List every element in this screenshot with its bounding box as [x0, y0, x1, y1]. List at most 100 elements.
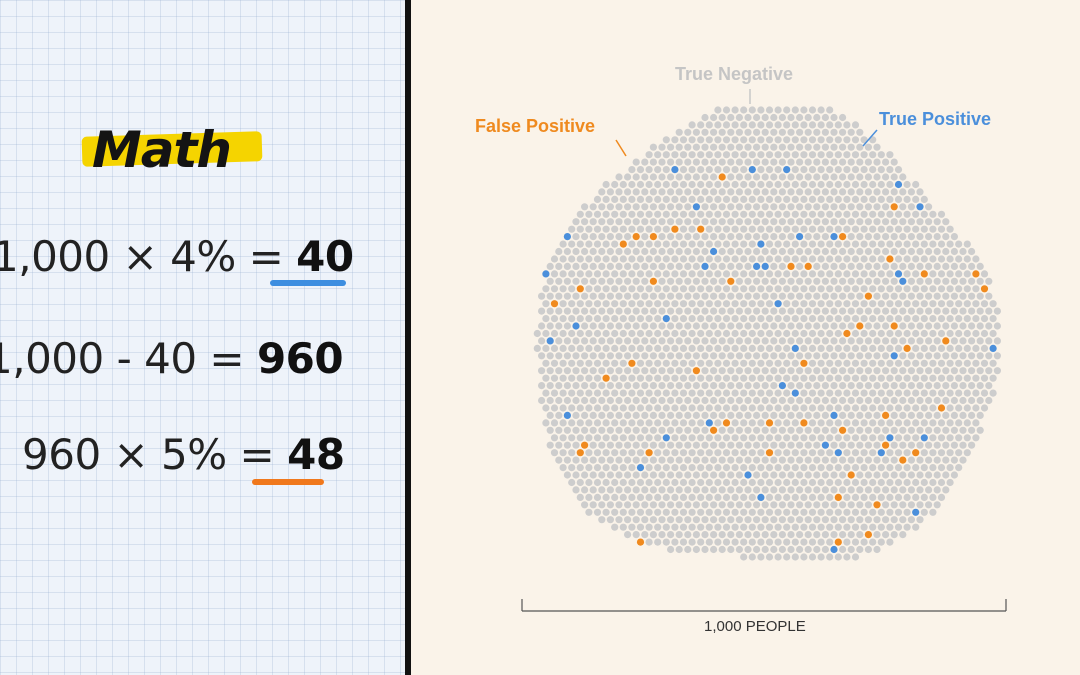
true-negative-dot — [877, 508, 885, 516]
true-negative-dot — [692, 233, 700, 241]
true-negative-dot — [800, 389, 808, 397]
true-negative-dot — [937, 329, 946, 338]
true-negative-dot — [968, 411, 976, 419]
true-negative-dot — [576, 389, 584, 397]
true-negative-dot — [572, 337, 580, 345]
true-negative-dot — [662, 374, 670, 382]
true-negative-dot — [937, 389, 946, 397]
true-negative-dot — [886, 225, 894, 233]
dot-cluster — [533, 106, 1002, 561]
true-negative-dot — [796, 307, 804, 315]
true-negative-dot — [692, 143, 700, 151]
true-negative-dot — [826, 195, 834, 203]
true-negative-dot — [856, 188, 864, 196]
true-negative-dot — [933, 426, 941, 434]
true-negative-dot — [632, 262, 640, 270]
true-negative-dot — [671, 329, 679, 338]
true-negative-dot — [705, 270, 713, 278]
true-positive-dot — [886, 434, 894, 442]
true-negative-dot — [615, 188, 623, 196]
true-negative-dot — [740, 449, 748, 457]
false-positive-dot — [882, 411, 890, 419]
true-negative-dot — [735, 322, 743, 330]
true-negative-dot — [753, 486, 761, 494]
true-negative-dot — [611, 180, 619, 189]
true-negative-dot — [899, 441, 907, 449]
true-negative-dot — [649, 188, 657, 196]
true-negative-dot — [748, 121, 756, 129]
true-negative-dot — [748, 270, 756, 278]
true-negative-dot — [946, 434, 954, 442]
true-negative-dot — [929, 329, 937, 338]
true-negative-dot — [688, 315, 696, 323]
true-negative-dot — [985, 382, 993, 390]
true-negative-dot — [886, 195, 894, 203]
true-negative-dot — [675, 143, 683, 151]
true-negative-dot — [753, 322, 761, 330]
true-negative-dot — [916, 396, 924, 405]
true-negative-dot — [993, 352, 1002, 360]
true-negative-dot — [869, 344, 877, 352]
true-negative-dot — [920, 449, 928, 457]
true-negative-dot — [731, 255, 739, 263]
true-negative-dot — [783, 106, 791, 114]
true-negative-dot — [598, 218, 606, 226]
true-negative-dot — [718, 218, 726, 226]
true-negative-dot — [701, 352, 709, 360]
true-negative-dot — [679, 508, 688, 516]
true-negative-dot — [856, 367, 864, 375]
true-negative-dot — [808, 478, 817, 487]
true-negative-dot — [916, 471, 924, 479]
true-negative-dot — [740, 106, 748, 114]
true-negative-dot — [611, 300, 619, 308]
true-negative-dot — [679, 344, 688, 352]
true-negative-dot — [770, 233, 778, 241]
true-positive-dot — [563, 411, 571, 419]
true-negative-dot — [989, 315, 997, 323]
true-negative-dot — [886, 359, 894, 367]
true-negative-dot — [727, 516, 735, 524]
true-negative-dot — [731, 180, 739, 189]
true-negative-dot — [593, 255, 602, 263]
true-negative-dot — [589, 262, 597, 270]
true-negative-dot — [821, 396, 829, 405]
true-negative-dot — [972, 344, 980, 352]
true-negative-dot — [722, 508, 731, 516]
true-negative-dot — [950, 337, 959, 345]
true-negative-dot — [679, 240, 688, 248]
true-negative-dot — [912, 210, 920, 218]
true-positive-dot — [705, 419, 713, 427]
true-negative-dot — [873, 143, 881, 151]
true-negative-dot — [907, 307, 915, 315]
true-negative-dot — [817, 315, 825, 323]
true-negative-dot — [925, 307, 933, 315]
true-negative-dot — [727, 188, 735, 196]
true-negative-dot — [942, 307, 950, 315]
true-negative-dot — [783, 180, 791, 189]
true-negative-dot — [933, 337, 941, 345]
true-negative-dot — [559, 434, 567, 442]
true-negative-dot — [976, 426, 984, 434]
true-negative-dot — [765, 285, 774, 293]
true-negative-dot — [920, 315, 928, 323]
true-negative-dot — [778, 173, 786, 181]
true-negative-dot — [804, 322, 812, 330]
true-negative-dot — [727, 352, 735, 360]
false-positive-dot — [839, 233, 847, 241]
true-negative-dot — [903, 508, 911, 516]
true-negative-dot — [800, 404, 808, 412]
true-negative-dot — [611, 225, 619, 233]
true-negative-dot — [636, 210, 645, 218]
true-negative-dot — [933, 277, 941, 285]
true-negative-dot — [667, 531, 675, 539]
true-negative-dot — [839, 277, 847, 285]
true-negative-dot — [727, 486, 735, 494]
true-negative-dot — [602, 508, 610, 516]
true-negative-dot — [778, 411, 786, 419]
true-negative-dot — [830, 471, 838, 479]
true-negative-dot — [654, 300, 662, 308]
true-negative-dot — [882, 352, 890, 360]
true-negative-dot — [593, 329, 602, 338]
true-negative-dot — [929, 419, 937, 427]
true-negative-dot — [774, 508, 782, 516]
